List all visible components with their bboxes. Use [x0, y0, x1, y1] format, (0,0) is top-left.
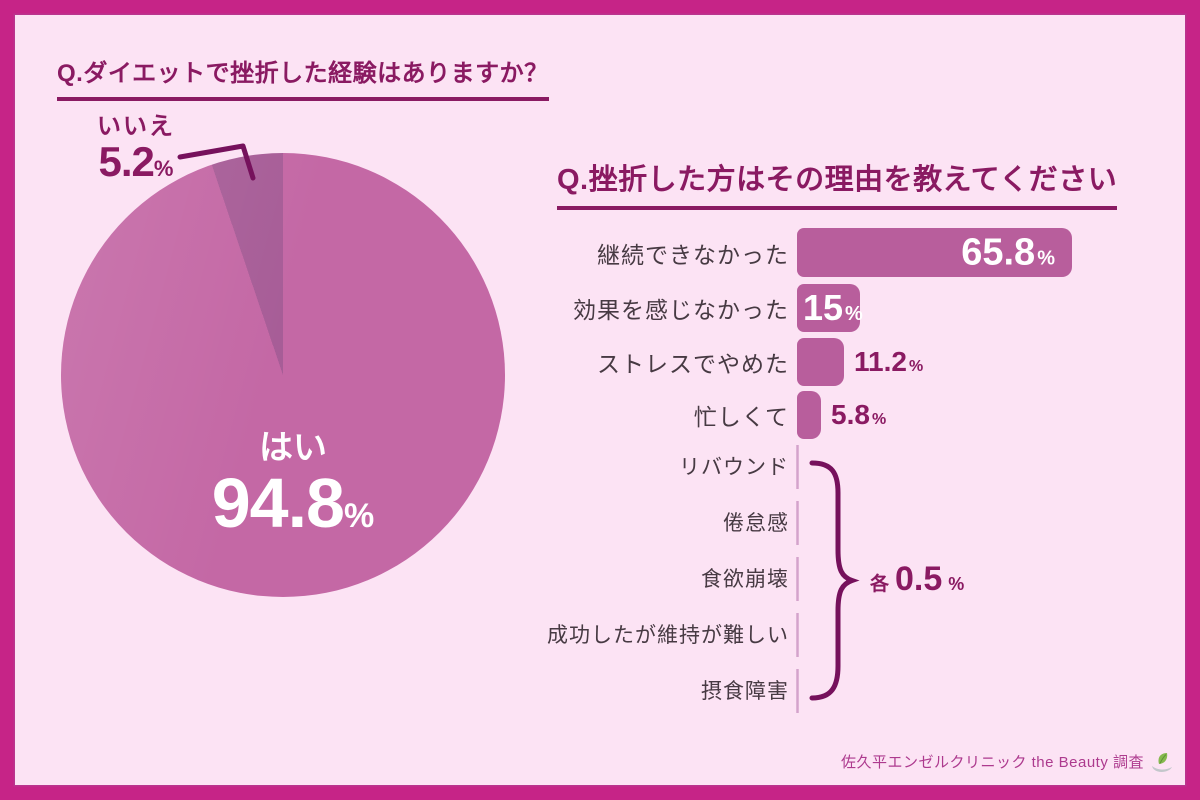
bar-category-label: 継続できなかった: [597, 242, 789, 268]
bar-value: 5.8%: [831, 399, 886, 431]
percent-sign: %: [1037, 247, 1055, 269]
bar-row: 65.8%: [797, 228, 1072, 277]
pie-yes-value: 94.8%: [143, 468, 443, 538]
bar-category-label: ストレスでやめた: [597, 352, 789, 377]
infographic-panel: Q.ダイエットで挫折した経験はありますか？ はい 94.8% いいえ 5.2% …: [15, 15, 1185, 785]
bar-value-number: 15: [803, 287, 844, 328]
bar-row: 15%: [797, 284, 863, 332]
percent-sign: %: [845, 303, 863, 325]
group-item-label: 成功したが維持が難しい: [547, 623, 789, 647]
bar-value-number: 5.8: [831, 399, 870, 430]
group-item-label: 食欲崩壊: [701, 567, 789, 591]
group-value-prefix: 各: [870, 574, 890, 595]
pie-no-label: いいえ 5.2%: [78, 114, 194, 184]
bar-value: 15%: [803, 287, 863, 329]
sprout-leaf-icon: [1152, 753, 1172, 772]
footer-credit-text: 佐久平エンゼルクリニック the Beauty 調査: [840, 753, 1144, 771]
pie-chart: [61, 153, 505, 597]
pie-no-value: 5.2%: [78, 140, 194, 184]
bar-kouka: 15%: [797, 284, 863, 332]
pie-no-number: 5.2: [98, 138, 155, 185]
percent-sign: %: [948, 574, 965, 594]
bar-isogashii: [797, 391, 821, 439]
group-brace: [809, 460, 860, 701]
bar-question-title: Q.挫折した方はその理由を教えてください: [557, 156, 1118, 210]
pie-yes-number: 94.8: [211, 464, 345, 542]
pie-yes-percent-sign: %: [344, 497, 375, 535]
bar-row: 5.8%: [797, 391, 886, 439]
bar-value-number: 65.8: [961, 231, 1036, 273]
bar-keizoku: 65.8%: [797, 228, 1072, 277]
bar-stress: [797, 338, 844, 386]
bar-category-label: 効果を感じなかった: [573, 298, 789, 323]
bar-row: 11.2%: [797, 338, 923, 386]
bar-value: 11.2%: [854, 346, 923, 378]
group-item-label: リバウンド: [679, 455, 789, 479]
group-item-label: 摂食障害: [701, 679, 789, 703]
pie-yes-text: はい: [259, 429, 327, 467]
percent-sign: %: [908, 358, 924, 375]
pie-yes-label: はい 94.8%: [143, 428, 443, 538]
bar-value: 65.8%: [961, 231, 1055, 274]
bar-category-label: 忙しくて: [693, 405, 789, 430]
pie-no-text: いいえ: [97, 113, 175, 140]
pie-no-percent-sign: %: [153, 156, 174, 181]
footer-credit: 佐久平エンゼルクリニック the Beauty 調査: [841, 750, 1175, 772]
group-value-label: 各 0.5%: [870, 560, 964, 599]
bar-value-number: 11.2: [854, 346, 907, 377]
pie-question-title: Q.ダイエットで挫折した経験はありますか？: [57, 53, 549, 101]
percent-sign: %: [871, 411, 887, 428]
group-value-number: 0.5: [895, 560, 943, 598]
group-item-label: 倦怠感: [723, 511, 789, 535]
